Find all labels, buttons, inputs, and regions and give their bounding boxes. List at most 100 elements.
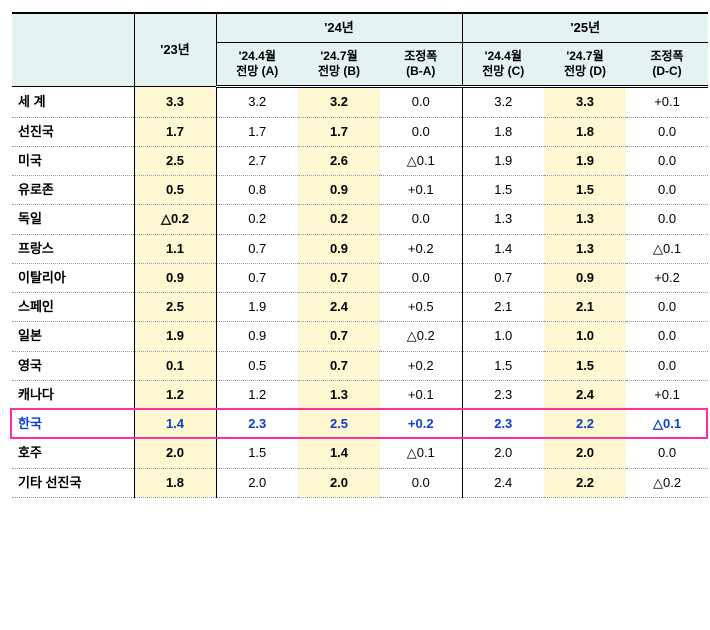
cell-value: 0.0: [626, 146, 708, 175]
cell-value: 1.3: [298, 380, 380, 409]
cell-value: 2.2: [544, 468, 626, 497]
cell-value: △0.2: [626, 468, 708, 497]
table-row: 미국2.52.72.6△0.11.91.90.0: [12, 146, 708, 175]
cell-value: 1.9: [462, 146, 544, 175]
cell-value: 2.4: [462, 468, 544, 497]
cell-value: 1.0: [544, 322, 626, 351]
cell-value: 1.4: [462, 234, 544, 263]
cell-value: 1.9: [134, 322, 216, 351]
cell-value: 2.3: [462, 410, 544, 439]
cell-value: +0.2: [380, 234, 462, 263]
cell-value: 1.0: [462, 322, 544, 351]
cell-value: 1.5: [544, 176, 626, 205]
cell-value: 0.5: [216, 351, 298, 380]
table-row: 이탈리아0.90.70.70.00.70.9+0.2: [12, 263, 708, 292]
cell-value: 0.0: [626, 293, 708, 322]
header-y23: '23년: [134, 13, 216, 87]
cell-value: 3.2: [298, 87, 380, 117]
table-body: 세 계3.33.23.20.03.23.3+0.1선진국1.71.71.70.0…: [12, 87, 708, 498]
header-y24: '24년: [216, 13, 462, 43]
table-row: 영국0.10.50.7+0.21.51.50.0: [12, 351, 708, 380]
cell-value: 0.0: [626, 117, 708, 146]
row-label: 호주: [12, 439, 134, 468]
cell-value: 1.2: [216, 380, 298, 409]
cell-value: 1.5: [462, 351, 544, 380]
cell-value: 1.3: [544, 205, 626, 234]
row-label: 한국: [12, 410, 134, 439]
table-row: 세 계3.33.23.20.03.23.3+0.1: [12, 87, 708, 117]
cell-value: 0.9: [134, 263, 216, 292]
table-header: '23년 '24년 '25년 '24.4월전망 (A) '24.7월전망 (B)…: [12, 13, 708, 87]
cell-value: 0.1: [134, 351, 216, 380]
table-row: 캐나다1.21.21.3+0.12.32.4+0.1: [12, 380, 708, 409]
cell-value: 2.0: [462, 439, 544, 468]
row-label: 프랑스: [12, 234, 134, 263]
table-row: 스페인2.51.92.4+0.52.12.10.0: [12, 293, 708, 322]
table-row: 프랑스1.10.70.9+0.21.41.3△0.1: [12, 234, 708, 263]
cell-value: 2.0: [298, 468, 380, 497]
cell-value: 0.0: [626, 351, 708, 380]
cell-value: +0.1: [626, 380, 708, 409]
row-label: 스페인: [12, 293, 134, 322]
cell-value: △0.1: [380, 439, 462, 468]
cell-value: 0.9: [298, 234, 380, 263]
row-label: 세 계: [12, 87, 134, 117]
cell-value: 0.7: [298, 263, 380, 292]
row-label: 선진국: [12, 117, 134, 146]
cell-value: 0.0: [626, 322, 708, 351]
cell-value: 0.7: [216, 234, 298, 263]
cell-value: 0.9: [544, 263, 626, 292]
cell-value: 0.7: [298, 322, 380, 351]
cell-value: 2.6: [298, 146, 380, 175]
cell-value: △0.1: [380, 146, 462, 175]
cell-value: 2.4: [298, 293, 380, 322]
cell-value: +0.2: [380, 410, 462, 439]
cell-value: 1.7: [134, 117, 216, 146]
table-row: 한국1.42.32.5+0.22.32.2△0.1: [12, 410, 708, 439]
cell-value: 1.8: [134, 468, 216, 497]
row-label: 일본: [12, 322, 134, 351]
cell-value: 0.0: [626, 176, 708, 205]
cell-value: 2.0: [544, 439, 626, 468]
header-jul-b: '24.7월전망 (B): [298, 43, 380, 87]
cell-value: +0.5: [380, 293, 462, 322]
cell-value: 3.3: [544, 87, 626, 117]
cell-value: 0.0: [626, 205, 708, 234]
cell-value: 0.2: [298, 205, 380, 234]
cell-value: +0.1: [380, 380, 462, 409]
cell-value: 0.0: [380, 468, 462, 497]
cell-value: 2.3: [216, 410, 298, 439]
cell-value: 1.5: [544, 351, 626, 380]
cell-value: +0.2: [380, 351, 462, 380]
cell-value: 2.2: [544, 410, 626, 439]
cell-value: 0.9: [216, 322, 298, 351]
table-row: 호주2.01.51.4△0.12.02.00.0: [12, 439, 708, 468]
cell-value: 2.5: [134, 146, 216, 175]
header-adj-dc: 조정폭(D-C): [626, 43, 708, 87]
cell-value: 1.8: [462, 117, 544, 146]
header-adj-ba: 조정폭(B-A): [380, 43, 462, 87]
cell-value: 0.0: [380, 87, 462, 117]
cell-value: 0.2: [216, 205, 298, 234]
cell-value: 1.5: [216, 439, 298, 468]
cell-value: 0.0: [380, 205, 462, 234]
cell-value: 0.8: [216, 176, 298, 205]
row-label: 영국: [12, 351, 134, 380]
cell-value: △0.1: [626, 234, 708, 263]
row-label: 독일: [12, 205, 134, 234]
table-row: 독일△0.20.20.20.01.31.30.0: [12, 205, 708, 234]
cell-value: 2.5: [134, 293, 216, 322]
row-label: 캐나다: [12, 380, 134, 409]
cell-value: 3.2: [216, 87, 298, 117]
header-apr-c: '24.4월전망 (C): [462, 43, 544, 87]
cell-value: 2.4: [544, 380, 626, 409]
cell-value: △0.2: [134, 205, 216, 234]
cell-value: 2.1: [544, 293, 626, 322]
header-blank: [12, 13, 134, 87]
row-label: 미국: [12, 146, 134, 175]
cell-value: 1.8: [544, 117, 626, 146]
cell-value: 0.7: [298, 351, 380, 380]
row-label: 이탈리아: [12, 263, 134, 292]
table-row: 일본1.90.90.7△0.21.01.00.0: [12, 322, 708, 351]
cell-value: 0.9: [298, 176, 380, 205]
